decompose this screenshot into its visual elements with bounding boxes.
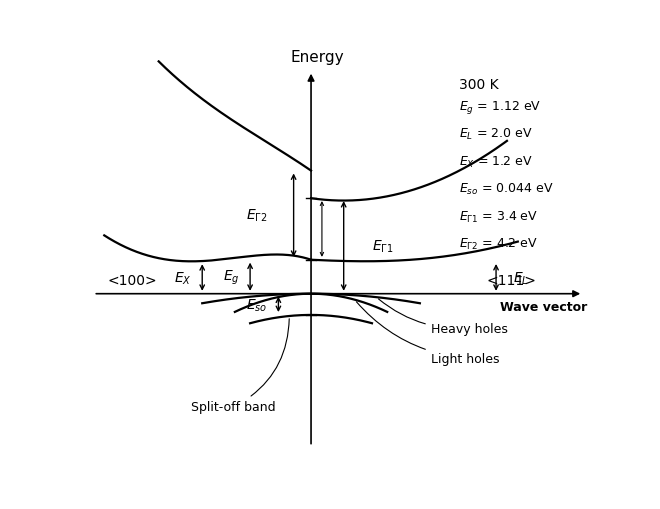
Text: $E_{\Gamma2}$ = 4.2 eV: $E_{\Gamma2}$ = 4.2 eV [459,237,537,252]
Text: Wave vector: Wave vector [500,300,587,314]
Text: <111>: <111> [486,274,536,288]
Text: 300 K: 300 K [459,78,499,92]
Text: $E_{so}$: $E_{so}$ [246,297,267,313]
Text: Heavy holes: Heavy holes [378,299,508,335]
Text: <100>: <100> [108,274,157,288]
Text: Split-off band: Split-off band [191,319,289,414]
Text: $E_L$ = 2.0 eV: $E_L$ = 2.0 eV [459,127,533,142]
Text: $E_{\Gamma 1}$: $E_{\Gamma 1}$ [372,238,393,254]
Text: $E_X$ = 1.2 eV: $E_X$ = 1.2 eV [459,154,533,169]
Text: $E_g$: $E_g$ [222,268,239,286]
Text: Light holes: Light holes [356,302,499,365]
Text: $E_{so}$ = 0.044 eV: $E_{so}$ = 0.044 eV [459,182,554,197]
Text: Energy: Energy [291,50,345,65]
Text: $E_g$ = 1.12 eV: $E_g$ = 1.12 eV [459,99,541,116]
Text: $E_{\Gamma1}$ = 3.4 eV: $E_{\Gamma1}$ = 3.4 eV [459,209,538,224]
Text: $E_L$: $E_L$ [513,270,529,286]
Text: $E_X$: $E_X$ [174,270,191,286]
Text: $E_{\Gamma 2}$: $E_{\Gamma 2}$ [246,208,267,224]
